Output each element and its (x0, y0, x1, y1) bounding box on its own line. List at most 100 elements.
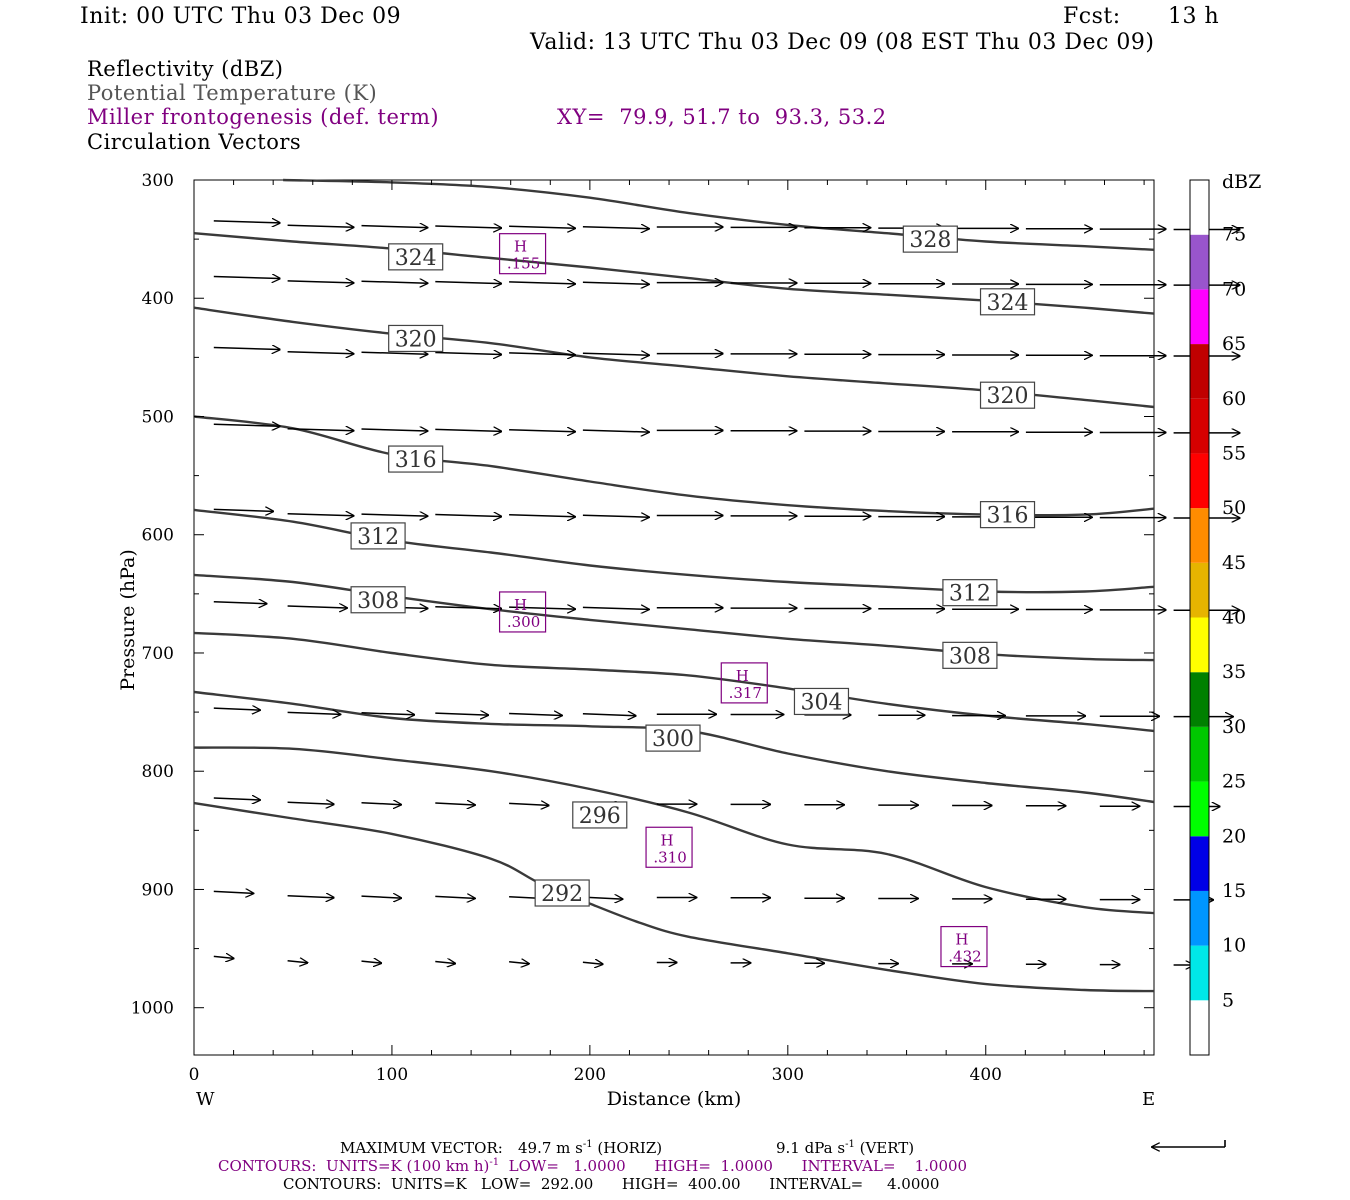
max-vector-horiz: 49.7 m s-1 (HORIZ) (518, 1139, 663, 1157)
colorbar-tick-label: 75 (1222, 224, 1246, 246)
contour-label-box (942, 579, 998, 607)
circulation-vector (287, 606, 347, 608)
field-vectors: Circulation Vectors (87, 130, 302, 154)
contours-theta: CONTOURS: UNITS=K LOW= 292.00 HIGH= 400.… (283, 1175, 940, 1193)
east-label: E (1142, 1089, 1155, 1110)
circulation-vector (287, 225, 354, 227)
x-tick-label: 0 (189, 1065, 200, 1085)
circulation-vector (213, 602, 267, 604)
frontogenesis-max: H.155 (498, 233, 547, 275)
circulation-vector (582, 607, 649, 609)
plot-frame (193, 179, 1155, 1056)
isentrope-308 (193, 573, 1155, 662)
circulation-vector (213, 424, 280, 426)
colorbar-segment (1190, 180, 1209, 235)
colorbar-tick-label: 20 (1222, 825, 1246, 847)
field-frontogenesis: Miller frontogenesis (def. term) (87, 105, 440, 129)
circulation-vector (509, 607, 575, 609)
contour-label: 320 (979, 381, 1036, 409)
contour-label-text: 320 (395, 327, 437, 352)
colorbar-segment (1190, 836, 1209, 891)
circulation-vector (582, 430, 649, 432)
contour-label: 300 (645, 724, 701, 752)
circulation-vector (287, 514, 354, 516)
y-tick-label: 700 (142, 644, 174, 664)
contour-label: 320 (388, 324, 444, 352)
contour-label: 304 (793, 687, 850, 715)
contour-label-box (572, 801, 628, 829)
colorbar-segment (1190, 890, 1209, 946)
colorbar-segment (1190, 617, 1209, 673)
contour-label: 316 (979, 501, 1036, 529)
circulation-vector (361, 713, 415, 715)
frontogenesis-max-value: .155 (507, 255, 540, 273)
contour-label: 312 (350, 522, 406, 550)
colorbar-segment (1190, 344, 1209, 399)
max-vector-label: MAXIMUM VECTOR: (340, 1139, 503, 1157)
colorbar-tick-label: 65 (1222, 333, 1246, 355)
circulation-vector (287, 802, 334, 804)
frontogenesis-max-value: .432 (948, 948, 981, 966)
x-tick-label: 300 (772, 1065, 804, 1085)
contour-label-text: 300 (652, 727, 694, 752)
frontogenesis-max-value: .310 (653, 848, 686, 866)
circulation-vector (287, 352, 354, 354)
circulation-vector (509, 803, 549, 805)
y-tick-label: 300 (142, 171, 174, 191)
contour-label-box (350, 586, 406, 614)
circulation-vector (361, 352, 428, 354)
contour-label-text: 292 (541, 882, 583, 907)
circulation-vector (213, 956, 234, 958)
circulation-vector (582, 515, 649, 517)
contour-label-box (388, 445, 444, 473)
circulation-vector (435, 713, 488, 715)
cross-section-endpoints: XY= 79.9, 51.7 to 93.3, 53.2 (557, 105, 887, 129)
y-tick-label: 500 (142, 407, 174, 427)
contour-label-text: 320 (987, 384, 1029, 409)
circulation-vector (213, 708, 260, 710)
x-axis-label: Distance (km) (607, 1088, 742, 1110)
frontogenesis-max-box (498, 591, 547, 633)
y-tick-label: 400 (142, 289, 174, 309)
colorbar-tick-label: 35 (1222, 661, 1246, 683)
frontogenesis-max-value: .317 (729, 684, 762, 702)
forecast-label: Fcst: (1063, 4, 1121, 29)
circulation-vector (361, 226, 428, 228)
frontogenesis-max-box (940, 925, 988, 968)
contour-label-box (645, 724, 701, 752)
colorbar-segment (1190, 672, 1209, 727)
circulation-vector (213, 348, 280, 350)
circulation-vector (509, 515, 575, 517)
circulation-vector (287, 961, 308, 963)
colorbar-tick-label: 40 (1222, 607, 1246, 629)
contour-label-box (534, 879, 590, 907)
colorbar-tick-label: 50 (1222, 497, 1246, 519)
contour-label-text: 308 (949, 644, 991, 669)
circulation-vector (435, 962, 455, 964)
colorbar-segment (1190, 562, 1209, 618)
colorbar-tick-label: 25 (1222, 771, 1246, 793)
frontogenesis-max-letter: H (955, 931, 968, 949)
circulation-vector (509, 226, 575, 228)
circulation-vector (582, 227, 649, 229)
max-vector-vert: 9.1 dPa s-1 (VERT) (776, 1139, 915, 1157)
circulation-vector (213, 798, 260, 800)
circulation-vector (582, 282, 649, 284)
circulation-vector (213, 277, 280, 279)
circulation-vector (435, 896, 475, 898)
isentrope-292 (193, 801, 1155, 993)
colorbar-tick-label: 70 (1222, 278, 1246, 300)
circulation-vector (287, 281, 354, 283)
contour-label: 324 (388, 243, 444, 271)
circulation-vector (361, 281, 428, 283)
frontogenesis-max-box (720, 662, 768, 704)
circulation-vector (509, 430, 575, 432)
circulation-vector (435, 803, 475, 805)
circulation-vector (287, 712, 341, 714)
colorbar-tick-label: 15 (1222, 880, 1246, 902)
frontogenesis-max-letter: H (514, 596, 527, 614)
circulation-vector (361, 514, 428, 516)
circulation-vector (213, 891, 254, 893)
field-reflectivity: Reflectivity (dBZ) (87, 57, 284, 81)
circulation-vector (509, 714, 562, 716)
